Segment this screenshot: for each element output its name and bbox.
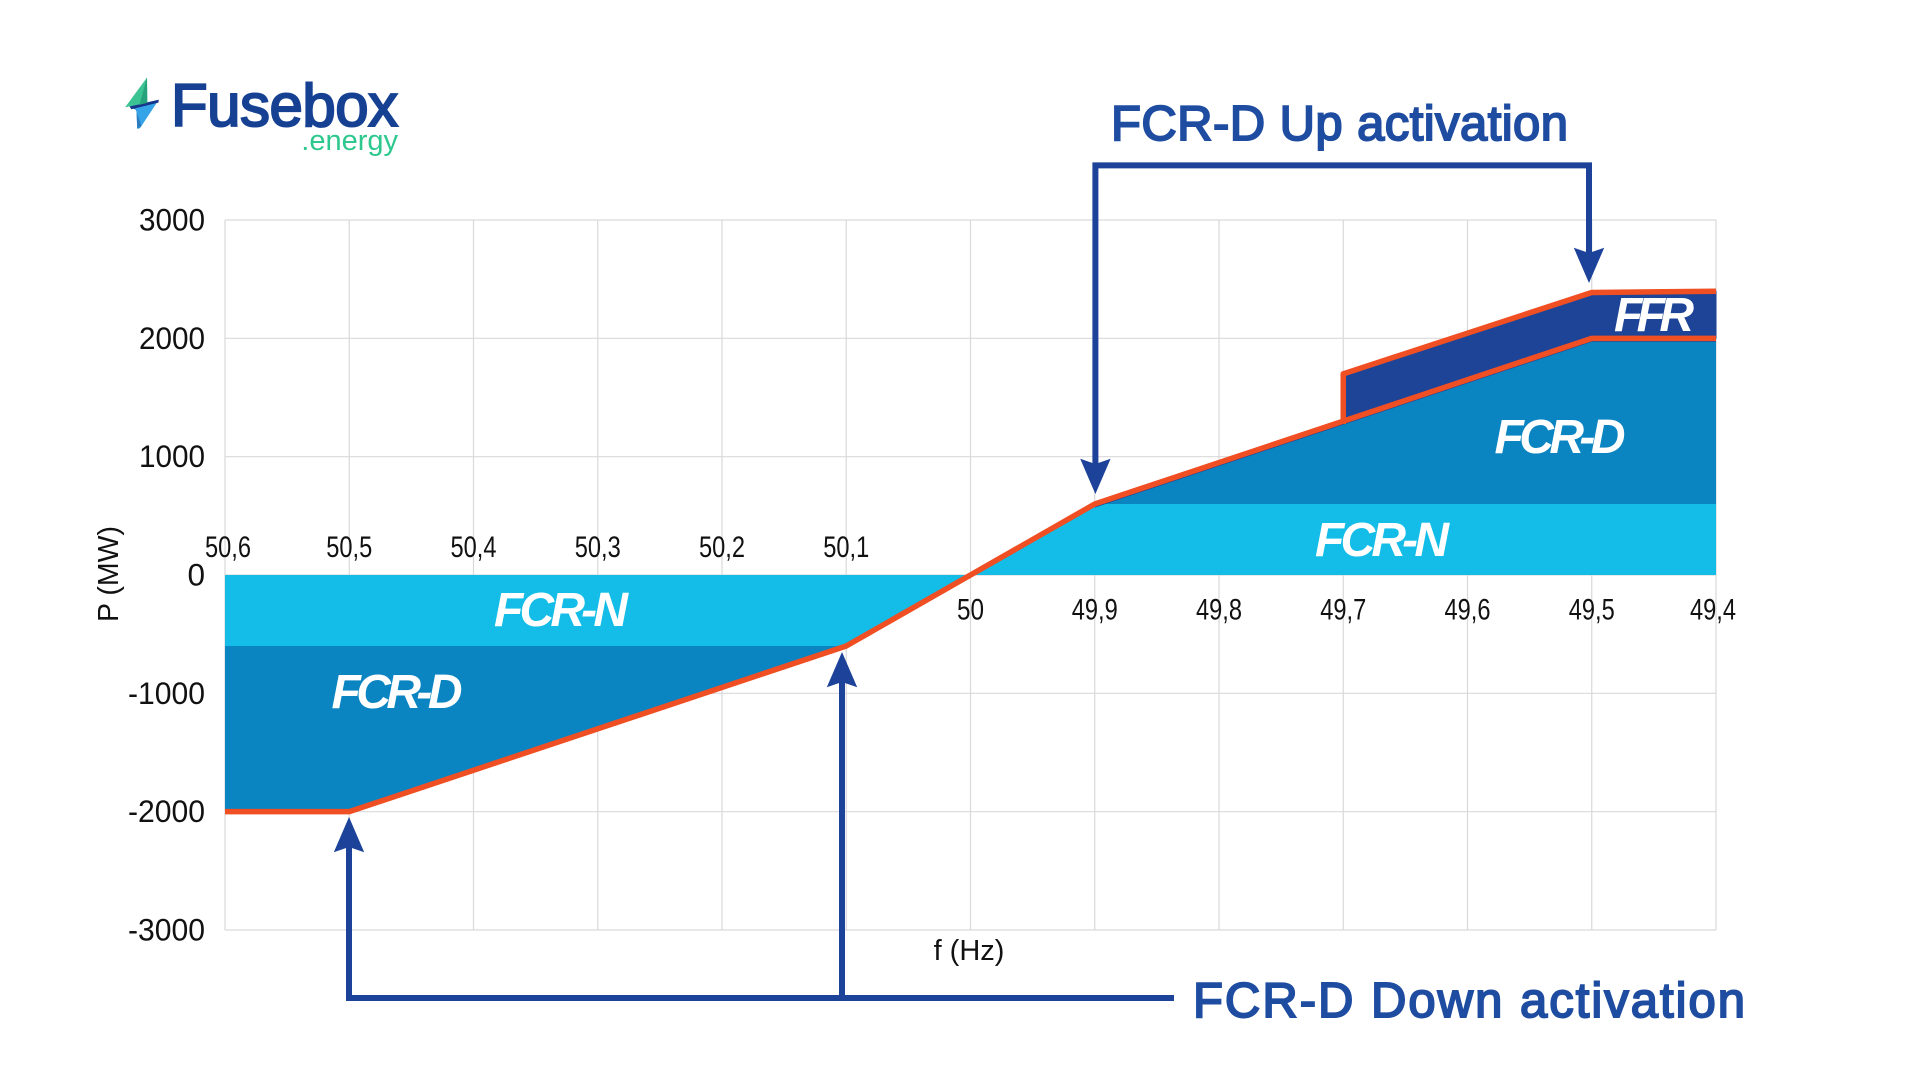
svg-text:49,6: 49,6 — [1445, 594, 1491, 627]
svg-text:FCR-N: FCR-N — [1315, 514, 1450, 567]
svg-text:1000: 1000 — [139, 438, 205, 474]
svg-text:FCR-D Up activation: FCR-D Up activation — [1111, 97, 1568, 151]
svg-text:0: 0 — [187, 557, 205, 593]
svg-text:-3000: -3000 — [128, 912, 205, 948]
svg-text:50,3: 50,3 — [575, 531, 621, 564]
svg-text:50,5: 50,5 — [326, 531, 372, 564]
svg-text:49,8: 49,8 — [1196, 594, 1242, 627]
svg-text:FFR: FFR — [1614, 289, 1694, 342]
svg-text:FCR-N: FCR-N — [494, 584, 629, 637]
svg-text:.energy: .energy — [301, 125, 398, 157]
svg-text:Fusebox: Fusebox — [171, 72, 398, 139]
svg-text:50,6: 50,6 — [205, 531, 251, 564]
svg-text:FCR-D Down activation: FCR-D Down activation — [1193, 974, 1745, 1028]
svg-text:FCR-D: FCR-D — [332, 666, 463, 719]
svg-text:50,4: 50,4 — [451, 531, 497, 564]
svg-text:2000: 2000 — [139, 320, 205, 356]
svg-text:49,4: 49,4 — [1690, 594, 1736, 627]
svg-text:FCR-D: FCR-D — [1495, 411, 1626, 464]
svg-text:-2000: -2000 — [128, 793, 205, 829]
svg-text:3000: 3000 — [139, 202, 205, 238]
svg-text:49,9: 49,9 — [1072, 594, 1118, 627]
svg-text:50: 50 — [957, 594, 984, 627]
svg-text:50,1: 50,1 — [823, 531, 869, 564]
svg-text:50,2: 50,2 — [699, 531, 745, 564]
svg-text:49,7: 49,7 — [1320, 594, 1366, 627]
svg-text:f (Hz): f (Hz) — [934, 935, 1005, 967]
svg-text:P (MW): P (MW) — [93, 526, 125, 622]
svg-text:49,5: 49,5 — [1569, 594, 1615, 627]
svg-text:-1000: -1000 — [128, 675, 205, 711]
